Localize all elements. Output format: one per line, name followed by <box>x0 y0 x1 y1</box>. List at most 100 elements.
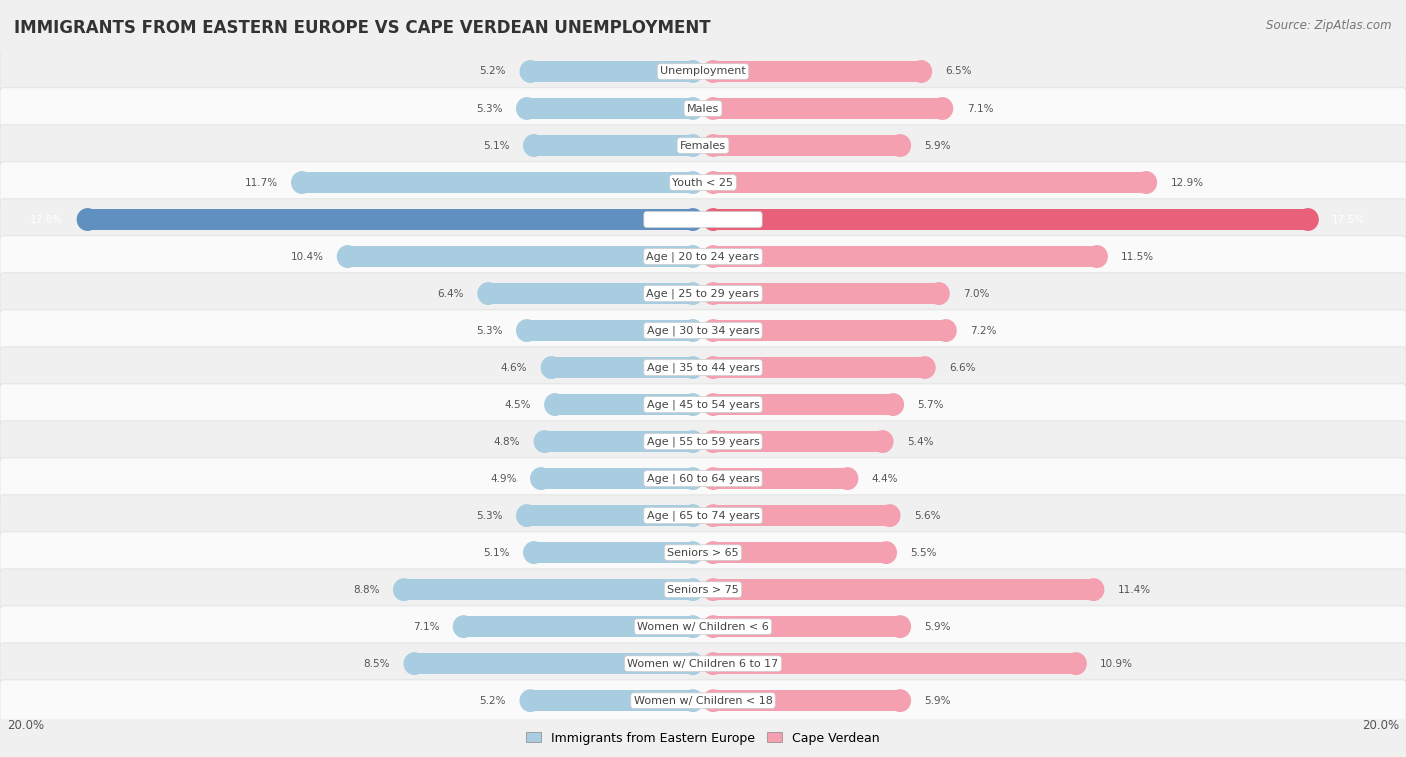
Circle shape <box>703 690 723 712</box>
Text: 8.8%: 8.8% <box>353 584 380 594</box>
Text: Age | 20 to 24 years: Age | 20 to 24 years <box>647 251 759 262</box>
Circle shape <box>520 690 540 712</box>
Circle shape <box>703 135 723 156</box>
Text: Age | 35 to 44 years: Age | 35 to 44 years <box>647 363 759 372</box>
Circle shape <box>703 616 723 637</box>
Text: Unemployment: Unemployment <box>661 67 745 76</box>
Circle shape <box>683 135 703 156</box>
Text: 8.5%: 8.5% <box>364 659 391 668</box>
Bar <box>713 616 900 637</box>
Circle shape <box>703 431 723 453</box>
Text: Source: ZipAtlas.com: Source: ZipAtlas.com <box>1267 19 1392 32</box>
Circle shape <box>876 542 897 563</box>
Text: Age | 16 to 19 years: Age | 16 to 19 years <box>647 214 759 225</box>
Circle shape <box>703 172 723 193</box>
Text: 10.9%: 10.9% <box>1099 659 1133 668</box>
Circle shape <box>683 172 703 193</box>
Bar <box>713 690 900 712</box>
FancyBboxPatch shape <box>0 273 1406 314</box>
Circle shape <box>520 61 540 83</box>
Bar <box>527 319 693 341</box>
Text: Age | 65 to 74 years: Age | 65 to 74 years <box>647 510 759 521</box>
Bar <box>713 319 946 341</box>
Bar <box>713 431 883 453</box>
Bar <box>404 579 693 600</box>
Bar <box>530 61 693 83</box>
Text: 10.4%: 10.4% <box>291 251 323 261</box>
FancyBboxPatch shape <box>0 199 1406 240</box>
Bar <box>544 431 693 453</box>
Circle shape <box>703 468 723 489</box>
Circle shape <box>478 283 498 304</box>
Circle shape <box>683 357 703 378</box>
FancyBboxPatch shape <box>0 310 1406 351</box>
Text: 5.3%: 5.3% <box>477 104 503 114</box>
Circle shape <box>703 246 723 267</box>
Circle shape <box>683 209 703 230</box>
Text: 5.3%: 5.3% <box>477 326 503 335</box>
Bar <box>713 505 890 526</box>
Circle shape <box>683 431 703 453</box>
Text: 5.9%: 5.9% <box>925 621 950 631</box>
Text: IMMIGRANTS FROM EASTERN EUROPE VS CAPE VERDEAN UNEMPLOYMENT: IMMIGRANTS FROM EASTERN EUROPE VS CAPE V… <box>14 19 710 37</box>
Circle shape <box>703 209 723 230</box>
Circle shape <box>703 283 723 304</box>
Circle shape <box>703 61 723 83</box>
Text: Age | 55 to 59 years: Age | 55 to 59 years <box>647 436 759 447</box>
Circle shape <box>683 61 703 83</box>
Circle shape <box>936 319 956 341</box>
Circle shape <box>683 616 703 637</box>
Circle shape <box>683 283 703 304</box>
Text: 7.1%: 7.1% <box>413 621 439 631</box>
Circle shape <box>1087 246 1108 267</box>
Text: 5.2%: 5.2% <box>479 696 506 706</box>
Bar <box>464 616 693 637</box>
Circle shape <box>703 542 723 563</box>
Circle shape <box>890 135 911 156</box>
Text: 5.5%: 5.5% <box>911 547 936 558</box>
Circle shape <box>883 394 903 416</box>
Bar <box>713 394 893 416</box>
Text: Women w/ Children < 18: Women w/ Children < 18 <box>634 696 772 706</box>
Circle shape <box>517 98 537 120</box>
Bar <box>551 357 693 378</box>
Text: 6.5%: 6.5% <box>945 67 972 76</box>
Text: 6.4%: 6.4% <box>437 288 464 298</box>
Text: 12.9%: 12.9% <box>1170 178 1204 188</box>
FancyBboxPatch shape <box>0 347 1406 388</box>
FancyBboxPatch shape <box>0 532 1406 573</box>
Circle shape <box>546 394 565 416</box>
Text: Women w/ Children 6 to 17: Women w/ Children 6 to 17 <box>627 659 779 668</box>
Text: 5.2%: 5.2% <box>479 67 506 76</box>
Text: 7.2%: 7.2% <box>970 326 997 335</box>
FancyBboxPatch shape <box>0 606 1406 647</box>
FancyBboxPatch shape <box>0 51 1406 92</box>
Circle shape <box>683 579 703 600</box>
Text: Seniors > 65: Seniors > 65 <box>668 547 738 558</box>
Bar <box>713 283 939 304</box>
FancyBboxPatch shape <box>0 88 1406 129</box>
Circle shape <box>683 319 703 341</box>
Bar <box>713 579 1094 600</box>
Text: 4.9%: 4.9% <box>491 474 517 484</box>
Circle shape <box>517 319 537 341</box>
FancyBboxPatch shape <box>0 569 1406 610</box>
Circle shape <box>1066 653 1087 674</box>
Circle shape <box>1083 579 1104 600</box>
Text: Females: Females <box>681 141 725 151</box>
Text: 5.9%: 5.9% <box>925 696 950 706</box>
Circle shape <box>1298 209 1319 230</box>
Bar <box>713 61 921 83</box>
Bar <box>415 653 693 674</box>
Circle shape <box>890 616 911 637</box>
Circle shape <box>872 431 893 453</box>
Text: 4.6%: 4.6% <box>501 363 527 372</box>
Bar <box>713 172 1146 193</box>
Bar <box>530 690 693 712</box>
Circle shape <box>292 172 312 193</box>
Circle shape <box>683 394 703 416</box>
Text: 7.1%: 7.1% <box>967 104 993 114</box>
Text: 5.3%: 5.3% <box>477 511 503 521</box>
Text: Age | 25 to 29 years: Age | 25 to 29 years <box>647 288 759 299</box>
Circle shape <box>541 357 562 378</box>
